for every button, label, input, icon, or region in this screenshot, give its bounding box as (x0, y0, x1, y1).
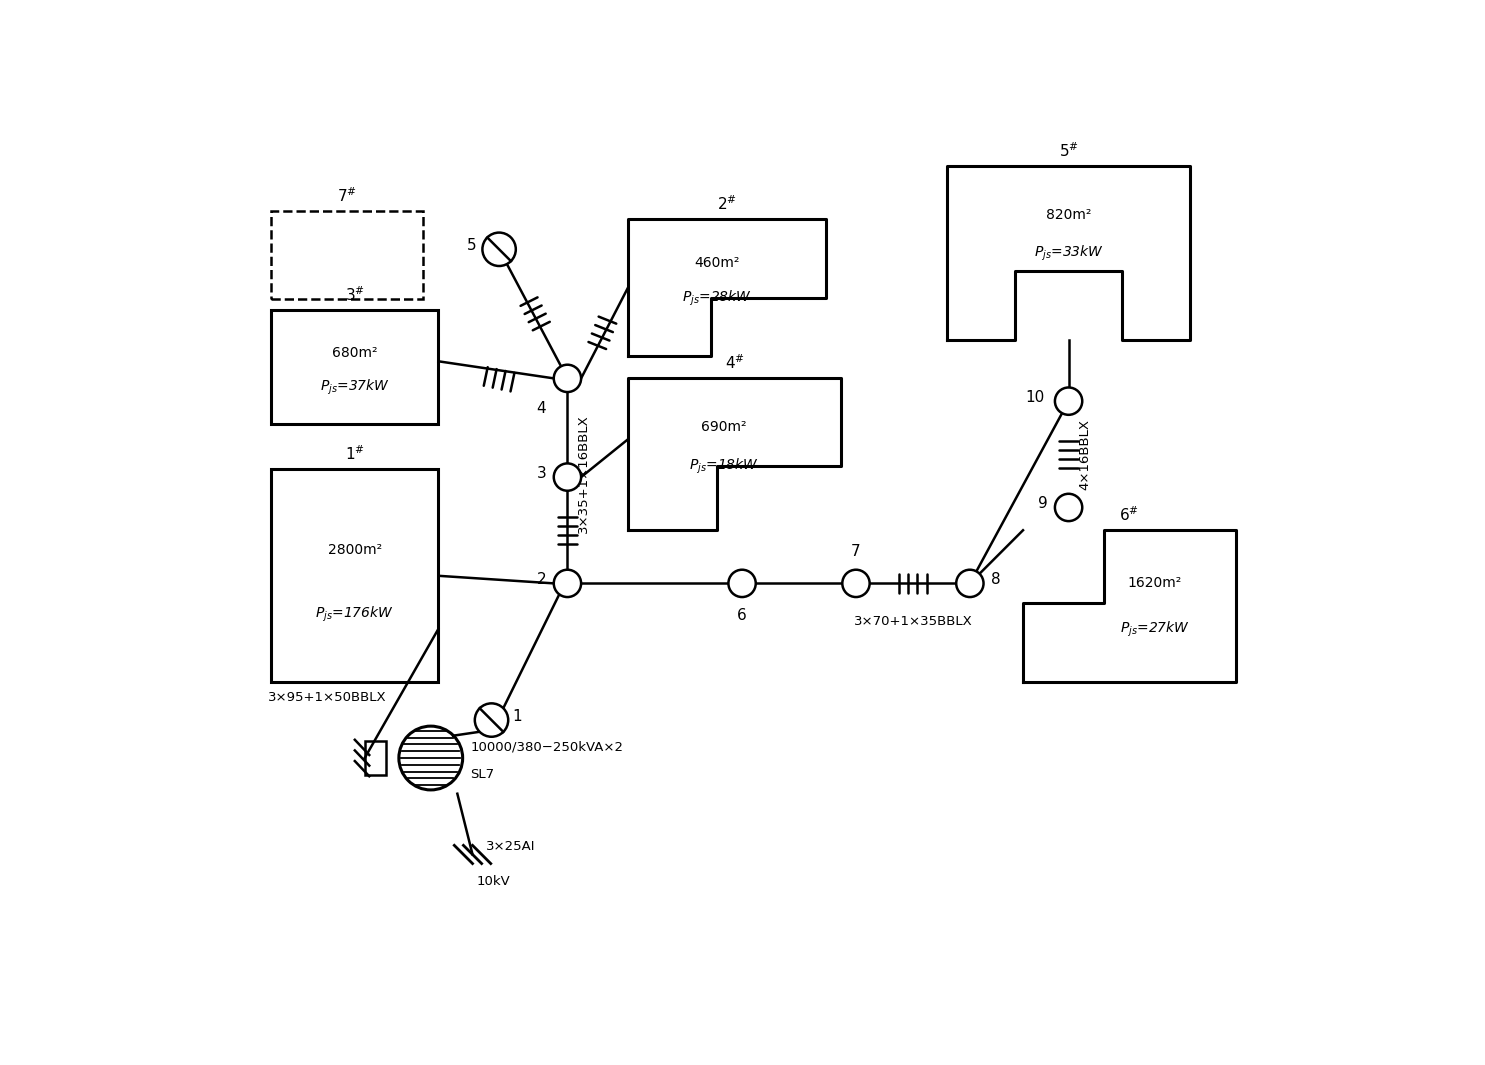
Text: 4×16BBLX: 4×16BBLX (1078, 419, 1091, 490)
Text: 3×35+1×16BBLX: 3×35+1×16BBLX (578, 414, 591, 532)
Circle shape (729, 570, 756, 597)
Text: $P_{js}$=18kW: $P_{js}$=18kW (689, 457, 759, 476)
Bar (272, 310, 438, 424)
Text: 2800m²: 2800m² (328, 543, 382, 557)
Circle shape (1054, 388, 1083, 415)
Text: 10kV: 10kV (477, 874, 509, 887)
Text: 7$^{\#}$: 7$^{\#}$ (337, 186, 358, 206)
Bar (272, 211, 423, 298)
Text: 2$^{\#}$: 2$^{\#}$ (717, 194, 737, 213)
Text: 5: 5 (466, 237, 477, 253)
Circle shape (1054, 494, 1083, 521)
Text: $P_{js}$=33kW: $P_{js}$=33kW (1034, 244, 1103, 263)
Text: 3×70+1×35BBLX: 3×70+1×35BBLX (854, 616, 973, 628)
Text: $P_{js}$=27kW: $P_{js}$=27kW (1120, 619, 1189, 639)
Text: 460m²: 460m² (695, 256, 740, 269)
Text: 820m²: 820m² (1045, 208, 1091, 222)
Text: 3: 3 (536, 465, 546, 480)
Text: 10: 10 (1025, 390, 1044, 405)
Text: 10000/380−250kVA×2: 10000/380−250kVA×2 (471, 740, 624, 753)
Text: 1620m²: 1620m² (1127, 576, 1182, 590)
Text: 3×25AI: 3×25AI (486, 840, 536, 853)
Text: 1: 1 (512, 709, 523, 724)
Text: 7: 7 (851, 544, 861, 559)
Circle shape (842, 570, 870, 597)
Text: 5$^{\#}$: 5$^{\#}$ (1059, 141, 1078, 160)
Text: 9: 9 (1038, 496, 1047, 511)
Circle shape (554, 570, 581, 597)
Text: $P_{js}$=37kW: $P_{js}$=37kW (319, 378, 391, 397)
Text: 680m²: 680m² (333, 346, 377, 360)
Circle shape (554, 364, 581, 392)
Text: 8: 8 (990, 572, 1001, 587)
Text: 4: 4 (536, 402, 546, 416)
Circle shape (475, 703, 508, 737)
Text: 6$^{\#}$: 6$^{\#}$ (1120, 506, 1139, 524)
Circle shape (483, 232, 515, 266)
Text: 6: 6 (737, 608, 747, 623)
Text: 690m²: 690m² (701, 420, 747, 433)
Bar (365, 741, 386, 774)
Text: $P_{js}$=176kW: $P_{js}$=176kW (315, 605, 394, 624)
Bar (272, 470, 438, 682)
Text: $P_{js}$=28kW: $P_{js}$=28kW (682, 289, 751, 308)
Circle shape (554, 463, 581, 491)
Circle shape (956, 570, 983, 597)
Text: SL7: SL7 (471, 768, 495, 782)
Text: 1$^{\#}$: 1$^{\#}$ (345, 445, 365, 463)
Text: 3$^{\#}$: 3$^{\#}$ (345, 285, 365, 304)
Text: 3×95+1×50BBLX: 3×95+1×50BBLX (267, 691, 386, 704)
Text: 2: 2 (536, 572, 546, 587)
Text: 4$^{\#}$: 4$^{\#}$ (725, 354, 744, 373)
